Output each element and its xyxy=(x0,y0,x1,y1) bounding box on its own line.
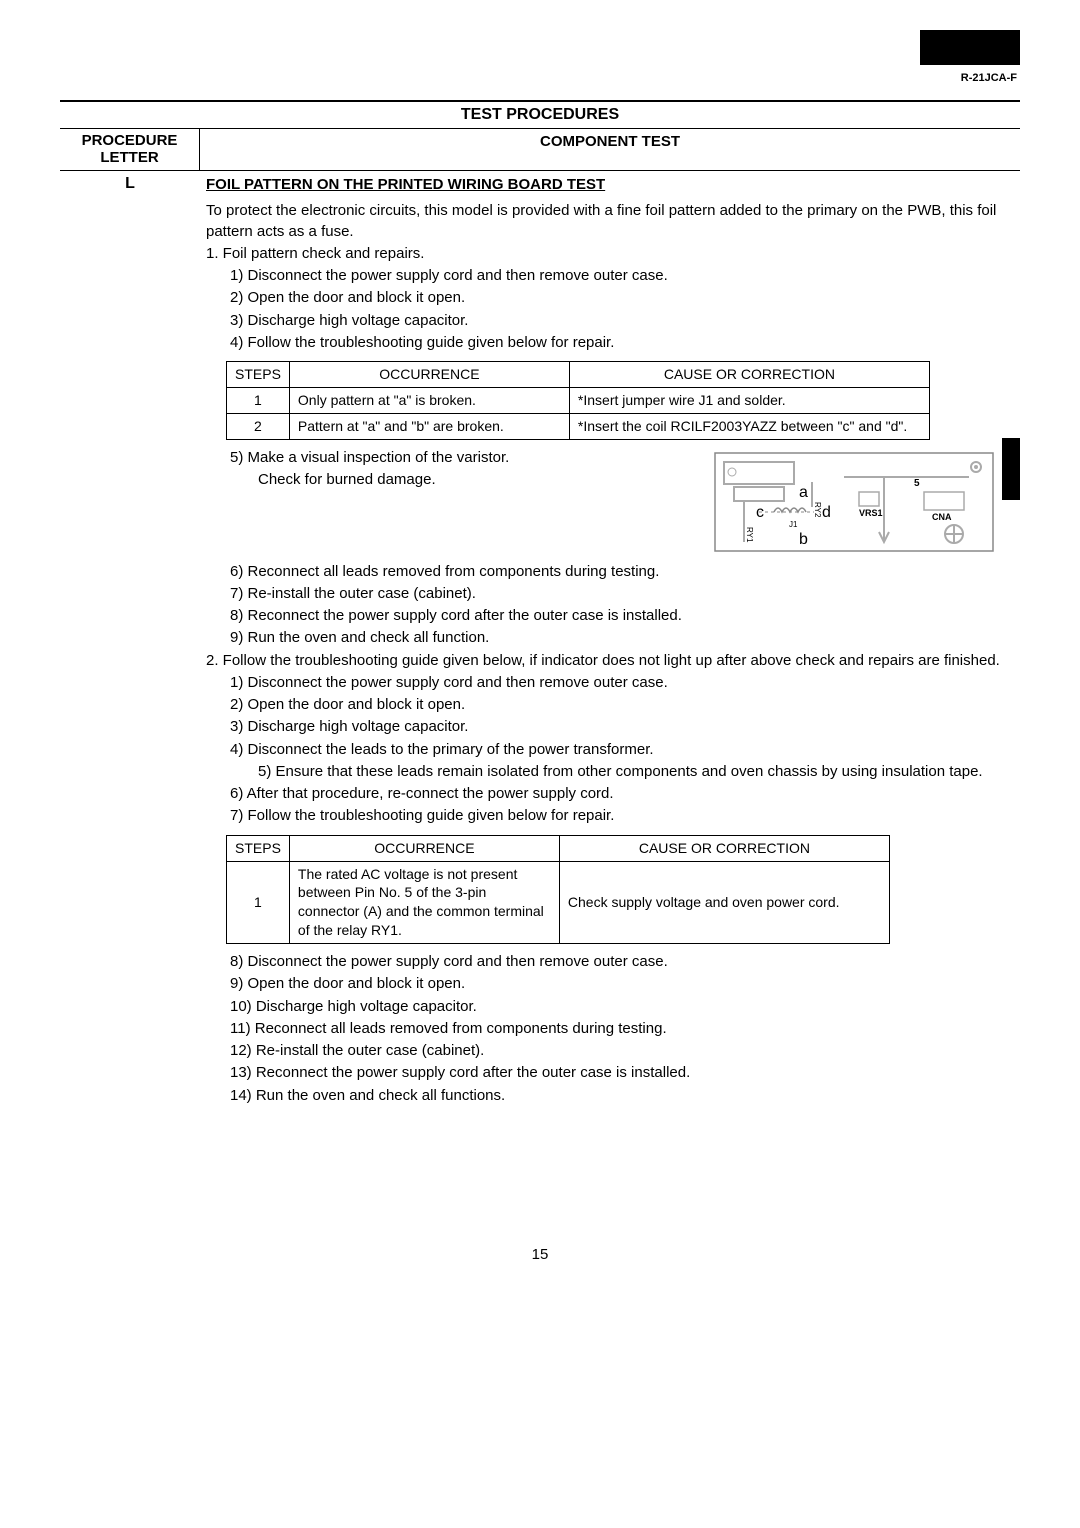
header-col-right: COMPONENT TEST xyxy=(200,129,1020,170)
svg-text:d: d xyxy=(822,504,831,521)
s2-item: 7) Follow the troubleshooting guide give… xyxy=(206,806,1014,826)
th-steps: STEPS xyxy=(227,835,290,861)
td-occ: Pattern at "a" and "b" are broken. xyxy=(289,413,569,439)
s1-item: 8) Reconnect the power supply cord after… xyxy=(206,606,1014,626)
s2-item: 1) Disconnect the power supply cord and … xyxy=(206,673,1014,693)
procedure-title: FOIL PATTERN ON THE PRINTED WIRING BOARD… xyxy=(206,171,1014,199)
th-occurrence: OCCURRENCE xyxy=(289,362,569,388)
pcb-svg: RY1 J1 c d a b RY2 VRS1 xyxy=(714,452,994,552)
td-occ: The rated AC voltage is not present betw… xyxy=(289,861,559,944)
s2b-item: 10) Discharge high voltage capacitor. xyxy=(206,997,1014,1017)
td-cause: Check supply voltage and oven power cord… xyxy=(559,861,889,944)
td-step: 1 xyxy=(227,861,290,944)
td-step: 2 xyxy=(227,413,290,439)
svg-text:VRS1: VRS1 xyxy=(859,508,883,518)
page-container: R-21JCA-F TEST PROCEDURES PROCEDURE LETT… xyxy=(0,0,1080,1528)
s2b-item: 9) Open the door and block it open. xyxy=(206,974,1014,994)
procedure-letter: L xyxy=(60,171,200,1108)
page-title: TEST PROCEDURES xyxy=(60,102,1020,128)
s1-item: 4) Follow the troubleshooting guide give… xyxy=(206,333,1014,353)
s1-item: 6) Reconnect all leads removed from comp… xyxy=(206,562,1014,582)
s1-item: 9) Run the oven and check all function. xyxy=(206,628,1014,648)
side-black-tab xyxy=(1002,438,1020,500)
intro-text: To protect the electronic circuits, this… xyxy=(206,201,1014,242)
s2-item: 5) Ensure that these leads remain isolat… xyxy=(230,762,1014,782)
s2b-item: 14) Run the oven and check all functions… xyxy=(206,1086,1014,1106)
td-occ: Only pattern at "a" is broken. xyxy=(289,387,569,413)
item5-with-diagram: RY1 J1 c d a b RY2 VRS1 xyxy=(206,448,1014,560)
table-header-row: STEPS OCCURRENCE CAUSE OR CORRECTION xyxy=(227,835,890,861)
table-row: 2 Pattern at "a" and "b" are broken. *In… xyxy=(227,413,930,439)
troubleshoot-table-2: STEPS OCCURRENCE CAUSE OR CORRECTION 1 T… xyxy=(226,835,890,944)
header-col-left: PROCEDURE LETTER xyxy=(60,129,200,170)
s2-item: 2) Open the door and block it open. xyxy=(206,695,1014,715)
svg-text:b: b xyxy=(799,531,808,548)
svg-text:CNA: CNA xyxy=(932,512,952,522)
svg-text:c: c xyxy=(756,504,764,521)
s2b-item: 12) Re-install the outer case (cabinet). xyxy=(206,1041,1014,1061)
th-occurrence: OCCURRENCE xyxy=(289,835,559,861)
page-number: 15 xyxy=(0,1246,1080,1263)
s2-item: 4) Disconnect the leads to the primary o… xyxy=(206,740,1014,760)
td-cause: *Insert the coil RCILF2003YAZZ between "… xyxy=(569,413,929,439)
table-row: 1 Only pattern at "a" is broken. *Insert… xyxy=(227,387,930,413)
svg-text:J1: J1 xyxy=(789,520,798,529)
table-header-row: STEPS OCCURRENCE CAUSE OR CORRECTION xyxy=(227,362,930,388)
th-cause: CAUSE OR CORRECTION xyxy=(569,362,929,388)
pcb-diagram: RY1 J1 c d a b RY2 VRS1 xyxy=(714,452,994,552)
troubleshoot-table-1: STEPS OCCURRENCE CAUSE OR CORRECTION 1 O… xyxy=(226,361,930,440)
table-row: 1 The rated AC voltage is not present be… xyxy=(227,861,890,944)
svg-text:5: 5 xyxy=(914,478,920,489)
s2b-item: 13) Reconnect the power supply cord afte… xyxy=(206,1063,1014,1083)
header-columns: PROCEDURE LETTER COMPONENT TEST xyxy=(60,129,1020,171)
section2-lead: 2. Follow the troubleshooting guide give… xyxy=(224,651,1014,671)
th-cause: CAUSE OR CORRECTION xyxy=(559,835,889,861)
header-black-block xyxy=(920,30,1020,65)
s1-item: 2) Open the door and block it open. xyxy=(206,288,1014,308)
procedure-body: FOIL PATTERN ON THE PRINTED WIRING BOARD… xyxy=(200,171,1020,1108)
s1-item: 7) Re-install the outer case (cabinet). xyxy=(206,584,1014,604)
s1-item: 3) Discharge high voltage capacitor. xyxy=(206,311,1014,331)
procedure-row: L FOIL PATTERN ON THE PRINTED WIRING BOA… xyxy=(60,171,1020,1108)
s2b-item: 8) Disconnect the power supply cord and … xyxy=(206,952,1014,972)
svg-text:RY2: RY2 xyxy=(813,502,822,518)
th-steps: STEPS xyxy=(227,362,290,388)
td-cause: *Insert jumper wire J1 and solder. xyxy=(569,387,929,413)
model-code: R-21JCA-F xyxy=(961,72,1017,84)
svg-text:a: a xyxy=(799,484,808,501)
svg-text:RY1: RY1 xyxy=(745,527,754,543)
s2-item: 3) Discharge high voltage capacitor. xyxy=(206,717,1014,737)
header-section: TEST PROCEDURES xyxy=(60,100,1020,129)
s2-item: 6) After that procedure, re-connect the … xyxy=(206,784,1014,804)
td-step: 1 xyxy=(227,387,290,413)
section1-lead: 1. Foil pattern check and repairs. xyxy=(206,244,1014,264)
s1-item: 1) Disconnect the power supply cord and … xyxy=(206,266,1014,286)
s2b-item: 11) Reconnect all leads removed from com… xyxy=(206,1019,1014,1039)
